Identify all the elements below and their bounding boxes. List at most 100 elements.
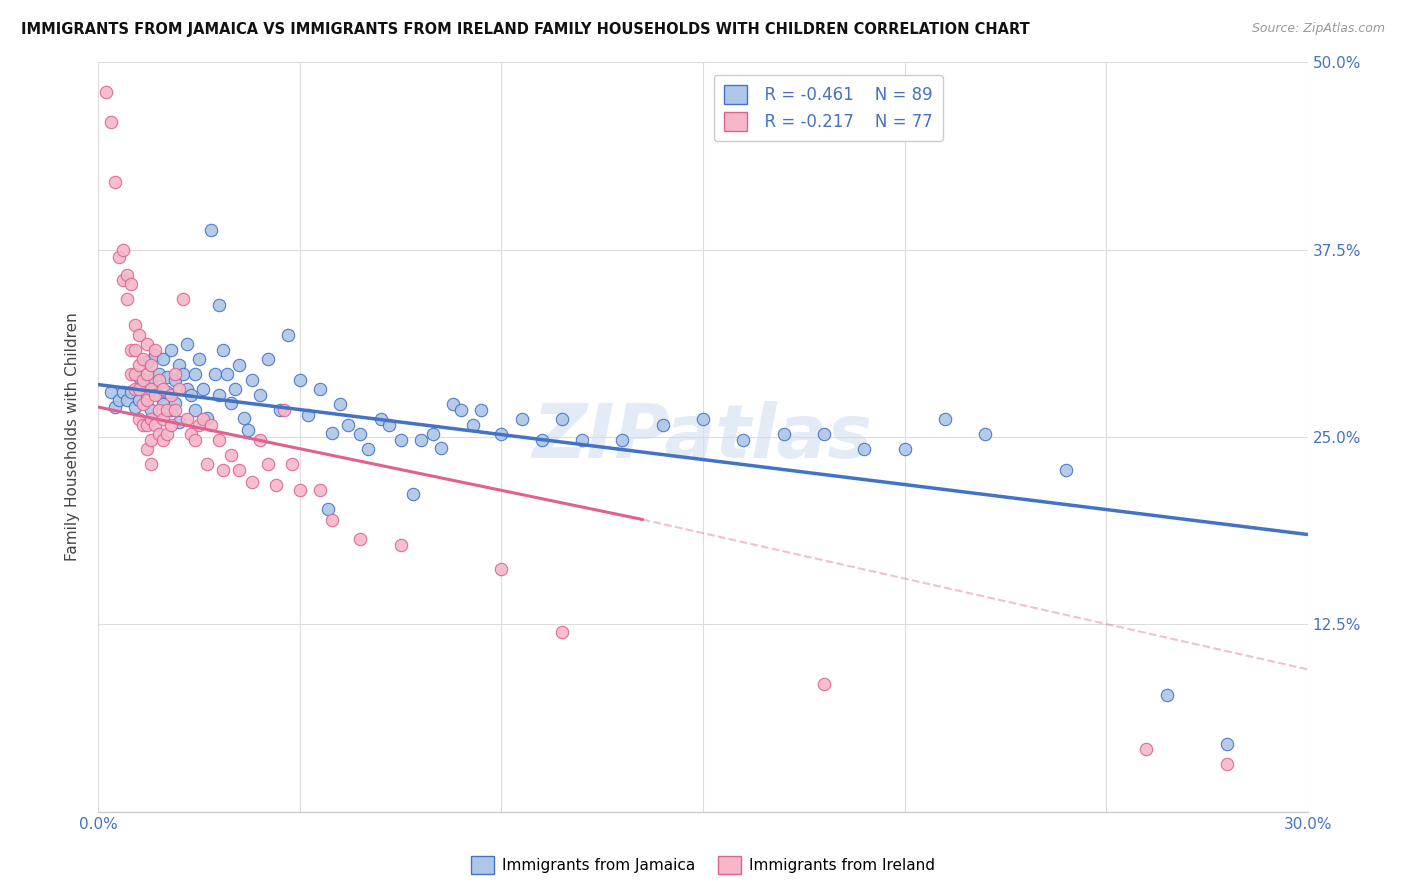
Point xyxy=(208,298,231,312)
Point xyxy=(893,442,915,456)
Point xyxy=(124,343,146,358)
Point xyxy=(491,427,513,442)
Point xyxy=(337,418,360,433)
Point xyxy=(139,382,162,396)
Point xyxy=(143,388,166,402)
Point xyxy=(152,433,174,447)
Point xyxy=(430,441,453,455)
Point xyxy=(193,382,215,396)
Point xyxy=(1054,463,1077,477)
Legend:   R = -0.461    N = 89,   R = -0.217    N = 77: R = -0.461 N = 89, R = -0.217 N = 77 xyxy=(714,75,942,141)
Point xyxy=(160,388,183,402)
Point xyxy=(156,403,179,417)
Point xyxy=(228,463,250,477)
Point xyxy=(139,373,162,387)
Point xyxy=(249,388,271,402)
Point xyxy=(135,367,157,381)
Point xyxy=(277,328,299,343)
Point xyxy=(470,403,492,417)
Point xyxy=(103,400,125,414)
Point xyxy=(163,395,186,409)
Point xyxy=(176,412,198,426)
Point xyxy=(124,367,146,381)
Point xyxy=(135,355,157,369)
Point xyxy=(132,377,155,392)
Point xyxy=(115,268,138,283)
Point xyxy=(651,418,673,433)
Point xyxy=(111,243,134,257)
Point xyxy=(1216,756,1239,771)
Point xyxy=(132,397,155,411)
Point xyxy=(370,412,392,426)
Point xyxy=(167,382,190,396)
Point xyxy=(349,532,371,546)
Point xyxy=(111,273,134,287)
Point xyxy=(163,367,186,381)
Point xyxy=(156,385,179,400)
Point xyxy=(409,433,432,447)
Point xyxy=(143,418,166,433)
Point xyxy=(124,318,146,332)
Point xyxy=(240,475,263,489)
Legend: Immigrants from Jamaica, Immigrants from Ireland: Immigrants from Jamaica, Immigrants from… xyxy=(465,850,941,880)
Point xyxy=(115,392,138,407)
Point xyxy=(232,410,254,425)
Point xyxy=(132,352,155,367)
Point xyxy=(128,328,150,343)
Point xyxy=(530,433,553,447)
Point xyxy=(224,382,246,396)
Point xyxy=(135,418,157,433)
Point xyxy=(200,223,222,237)
Point xyxy=(853,442,876,456)
Point xyxy=(107,250,129,264)
Point xyxy=(357,442,380,456)
Point xyxy=(100,385,122,400)
Point xyxy=(692,412,714,426)
Point xyxy=(228,358,250,372)
Point xyxy=(139,358,162,372)
Point xyxy=(143,382,166,396)
Point xyxy=(195,457,218,471)
Point xyxy=(135,392,157,407)
Point xyxy=(321,425,343,440)
Point xyxy=(309,382,332,396)
Point xyxy=(288,483,311,497)
Point xyxy=(256,352,278,367)
Point xyxy=(377,418,399,433)
Point xyxy=(107,392,129,407)
Point xyxy=(111,385,134,400)
Point xyxy=(143,343,166,358)
Point xyxy=(200,418,222,433)
Point xyxy=(193,412,215,426)
Point xyxy=(96,86,118,100)
Point xyxy=(148,388,170,402)
Point xyxy=(135,337,157,351)
Point xyxy=(180,427,202,442)
Point xyxy=(264,478,287,492)
Point xyxy=(163,373,186,387)
Point xyxy=(329,397,352,411)
Point xyxy=(221,448,243,462)
Point xyxy=(176,337,198,351)
Point xyxy=(160,403,183,417)
Point xyxy=(349,427,371,442)
Point xyxy=(184,367,207,381)
Point xyxy=(212,463,235,477)
Point xyxy=(188,352,211,367)
Point xyxy=(156,427,179,442)
Point xyxy=(195,410,218,425)
Point xyxy=(184,403,207,417)
Point xyxy=(612,433,634,447)
Point xyxy=(309,483,332,497)
Point xyxy=(152,382,174,396)
Point xyxy=(813,677,835,691)
Point xyxy=(321,512,343,526)
Point xyxy=(143,348,166,362)
Point xyxy=(551,624,574,639)
Point xyxy=(1156,688,1178,702)
Point xyxy=(974,427,997,442)
Point xyxy=(212,343,235,358)
Point xyxy=(934,412,956,426)
Point xyxy=(180,388,202,402)
Point xyxy=(148,427,170,442)
